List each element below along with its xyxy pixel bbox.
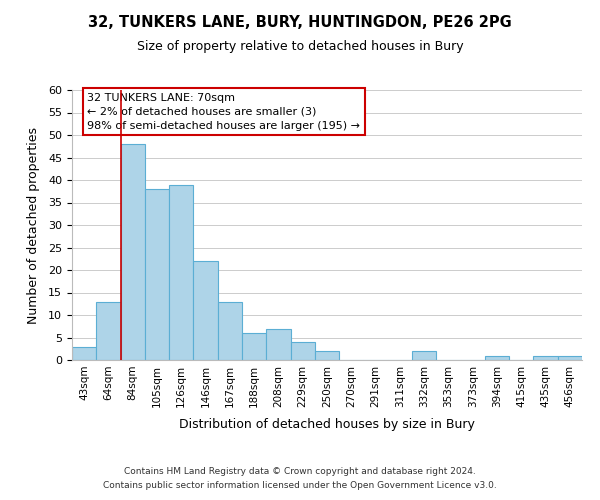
- Bar: [412, 351, 436, 360]
- Bar: [290, 342, 315, 360]
- Text: Contains public sector information licensed under the Open Government Licence v3: Contains public sector information licen…: [103, 481, 497, 490]
- Bar: [558, 356, 582, 360]
- Bar: [533, 356, 558, 360]
- Text: Size of property relative to detached houses in Bury: Size of property relative to detached ho…: [137, 40, 463, 53]
- Bar: [315, 351, 339, 360]
- Bar: [485, 356, 509, 360]
- Text: Contains HM Land Registry data © Crown copyright and database right 2024.: Contains HM Land Registry data © Crown c…: [124, 467, 476, 476]
- Bar: [266, 328, 290, 360]
- Bar: [169, 184, 193, 360]
- X-axis label: Distribution of detached houses by size in Bury: Distribution of detached houses by size …: [179, 418, 475, 431]
- Y-axis label: Number of detached properties: Number of detached properties: [27, 126, 40, 324]
- Bar: [72, 346, 96, 360]
- Text: 32, TUNKERS LANE, BURY, HUNTINGDON, PE26 2PG: 32, TUNKERS LANE, BURY, HUNTINGDON, PE26…: [88, 15, 512, 30]
- Bar: [145, 189, 169, 360]
- Bar: [121, 144, 145, 360]
- Bar: [193, 261, 218, 360]
- Bar: [96, 302, 121, 360]
- Bar: [242, 333, 266, 360]
- Text: 32 TUNKERS LANE: 70sqm
← 2% of detached houses are smaller (3)
98% of semi-detac: 32 TUNKERS LANE: 70sqm ← 2% of detached …: [88, 92, 360, 130]
- Bar: [218, 302, 242, 360]
